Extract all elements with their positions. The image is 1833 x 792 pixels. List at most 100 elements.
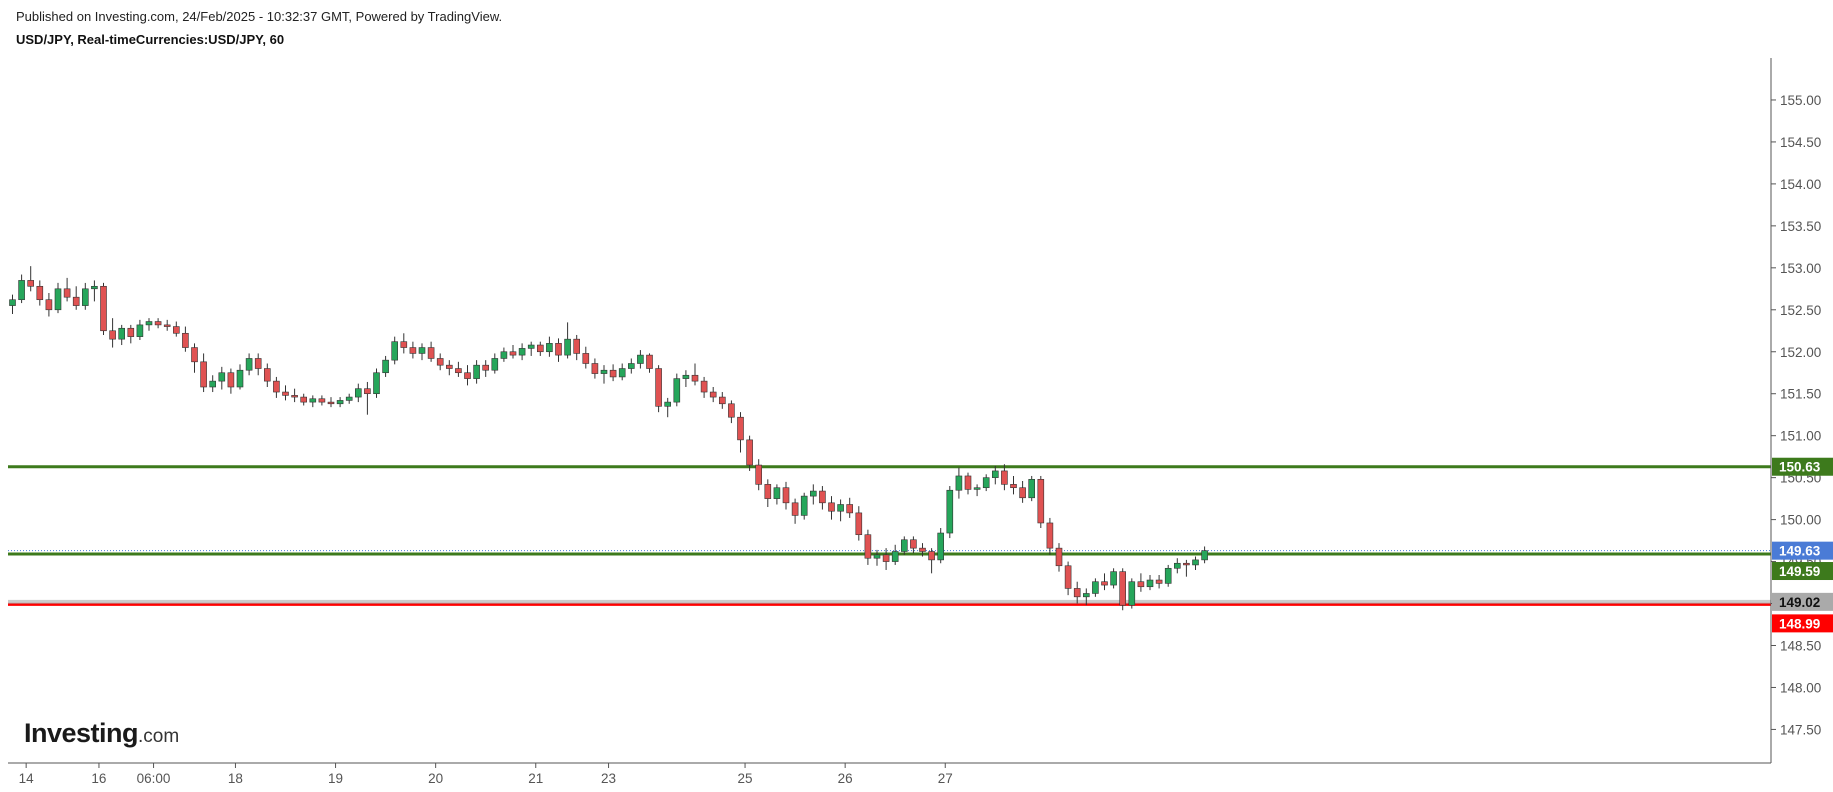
candle-down (436, 358, 444, 366)
x-tick-label: 21 (528, 771, 543, 786)
x-tick-label: 06:00 (137, 771, 171, 786)
candle-down (646, 354, 653, 369)
candle-down (1037, 479, 1045, 524)
candle-up (618, 368, 626, 378)
candle-down (273, 380, 280, 393)
candle-down (427, 347, 435, 359)
published-info: Published on Investing.com, 24/Feb/2025 … (16, 9, 503, 24)
candle-down (782, 487, 790, 504)
y-tick-label: 152.00 (1780, 345, 1821, 360)
candle-up (673, 378, 681, 403)
symbol-title: USD/JPY, Real-timeCurrencies:USD/JPY, 60 (16, 32, 285, 47)
candle-down (1155, 579, 1163, 584)
price-tag-149-02: 149.02 (1779, 595, 1820, 610)
y-tick-label: 154.00 (1780, 177, 1821, 192)
candle-up (418, 347, 426, 354)
candle-up (18, 280, 25, 301)
candle-down (282, 391, 289, 396)
candle-up (1128, 581, 1136, 606)
candle-down (254, 358, 262, 369)
candle-down (182, 332, 189, 348)
candle-up (800, 495, 808, 516)
candle-down (1001, 470, 1008, 485)
price-tag-150-63-bg (1772, 457, 1833, 476)
candle-up (527, 344, 535, 349)
candle-up (937, 532, 945, 561)
candle-down (855, 512, 863, 536)
candle-down (263, 368, 271, 382)
candle-up (345, 396, 353, 401)
candle-down (555, 343, 562, 356)
price-tags: 150.63 149.63 149.59 149.02 148.99 (1772, 457, 1833, 633)
candle-up (118, 327, 125, 340)
candle-down (1073, 588, 1081, 598)
candle-down (1183, 562, 1190, 566)
candle-down (864, 534, 872, 559)
candle-down (910, 539, 917, 549)
x-tick-label: 26 (838, 771, 853, 786)
candle-down (1137, 581, 1145, 588)
candle-up (1028, 479, 1035, 499)
candle-up (1083, 593, 1090, 598)
candle-down (700, 380, 708, 393)
candle-up (900, 539, 908, 552)
x-tick-label: 14 (19, 771, 35, 786)
y-tick-label: 150.00 (1780, 513, 1821, 528)
y-tick-label: 153.50 (1780, 219, 1821, 234)
candle-up (1092, 581, 1099, 594)
horizontal-lines (8, 465, 1771, 606)
x-tick-label: 18 (228, 771, 243, 786)
candle-up (891, 551, 899, 562)
candle-up (837, 504, 844, 512)
candle-down (364, 388, 371, 395)
candle-down (400, 341, 408, 348)
candle-down (27, 280, 35, 287)
candle-down (154, 321, 162, 326)
candle-up (136, 324, 144, 337)
candle-up (9, 299, 16, 306)
candle-down (755, 464, 763, 485)
candle-down (173, 326, 180, 334)
candle-down (819, 490, 826, 504)
candle-up (236, 369, 244, 388)
candle-down (718, 396, 726, 405)
candle-up (500, 351, 508, 359)
candle-down (1019, 487, 1026, 499)
x-tick-label: 19 (328, 771, 343, 786)
candle-down (63, 288, 71, 298)
candle-down (591, 363, 599, 374)
candle-down (1101, 581, 1108, 586)
candle-down (227, 372, 235, 388)
candle-up (309, 398, 317, 403)
candle-up (773, 487, 781, 499)
candle-up (354, 388, 362, 398)
candle-down (964, 475, 972, 490)
candle-up (518, 348, 526, 356)
candle-down (882, 554, 890, 562)
candle-down (737, 416, 744, 441)
price-tag-149-02-bg (1772, 592, 1833, 611)
x-tick-label: 27 (938, 771, 953, 786)
candle-up (145, 321, 153, 326)
candle-down (409, 347, 417, 354)
candle-up (955, 475, 963, 491)
candle-up (991, 470, 999, 478)
candle-up (373, 372, 380, 395)
candle-up (1174, 562, 1181, 569)
candle-up (637, 354, 644, 364)
candle-down (573, 338, 581, 354)
candle-up (682, 374, 690, 379)
investing-logo: Investing.com (24, 718, 180, 748)
candle-down (691, 374, 699, 382)
candle-up (1164, 567, 1172, 584)
candle-down (709, 391, 717, 398)
candle-down (764, 484, 772, 499)
candle-up (664, 401, 672, 407)
price-tag-149-59-bg (1772, 562, 1833, 581)
y-tick-label: 151.50 (1780, 387, 1821, 402)
candle-up (1146, 579, 1154, 588)
x-tick-label: 20 (428, 771, 443, 786)
candle-up (809, 490, 817, 497)
candle-up (336, 400, 344, 405)
